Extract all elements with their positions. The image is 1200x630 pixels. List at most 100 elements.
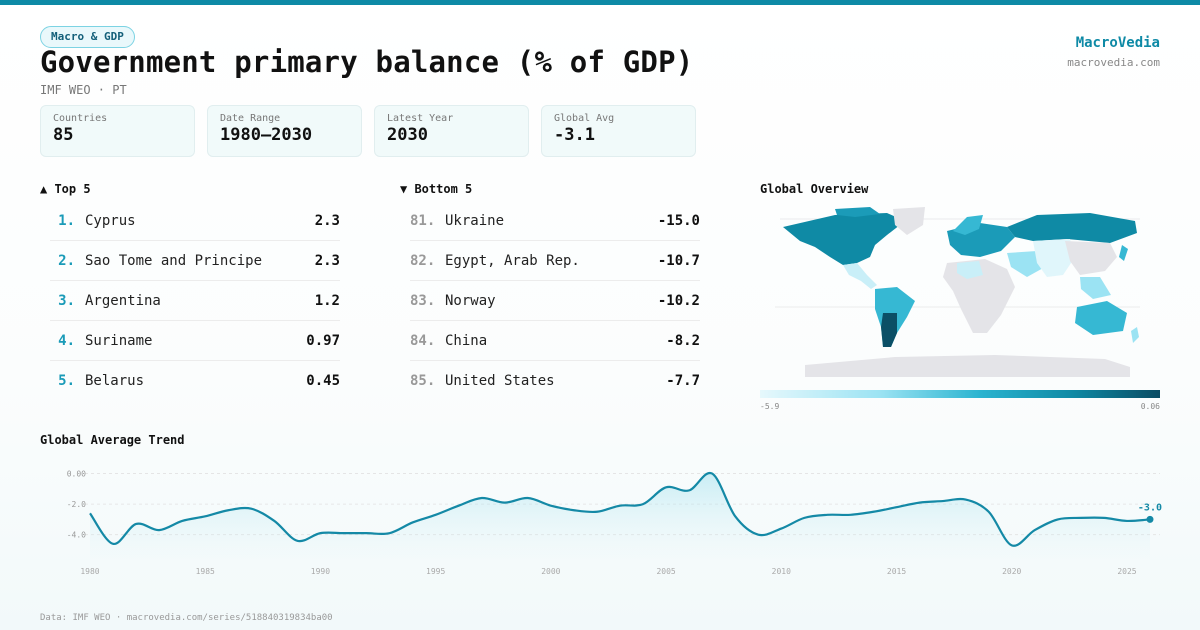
x-tick-label: 2025: [1117, 567, 1136, 576]
list-item[interactable]: 4. Suriname 0.97: [50, 321, 340, 361]
trend-title: Global Average Trend: [40, 433, 185, 447]
list-item[interactable]: 81. Ukraine -15.0: [410, 201, 700, 241]
region-argentina[interactable]: [881, 313, 897, 347]
rank-number: 84.: [410, 332, 436, 349]
country-name: Ukraine: [445, 212, 505, 229]
rank-number: 5.: [58, 373, 75, 389]
country-value: -8.2: [666, 332, 700, 349]
region-greenland[interactable]: [893, 207, 925, 235]
stat-card-countries: Countries 85: [40, 105, 195, 157]
rank-number: 2.: [58, 252, 75, 269]
stat-value: 85: [53, 125, 74, 145]
world-map-svg: [775, 207, 1140, 377]
list-item[interactable]: 1. Cyprus 2.3: [50, 201, 340, 241]
list-item[interactable]: 85. United States -7.7: [410, 361, 700, 401]
region-southeast-asia[interactable]: [1080, 277, 1111, 299]
country-value: 1.2: [314, 292, 340, 309]
stat-label: Countries: [53, 113, 108, 124]
region-scandinavia[interactable]: [953, 215, 983, 235]
country-name: Cyprus: [85, 212, 136, 229]
country-name: Belarus: [85, 373, 145, 389]
y-tick-label: -4.0: [67, 531, 86, 540]
region-arctic-islands[interactable]: [835, 207, 880, 217]
last-point-marker: [1146, 515, 1154, 523]
x-tick-label: 2005: [656, 567, 675, 576]
y-tick-label: 0.00: [67, 470, 86, 479]
country-value: 2.3: [314, 252, 340, 269]
country-value: -10.7: [657, 252, 700, 269]
region-south-asia[interactable]: [1033, 239, 1075, 277]
region-north-africa[interactable]: [957, 261, 983, 279]
country-name: Argentina: [85, 292, 161, 309]
list-item[interactable]: 83. Norway -10.2: [410, 281, 700, 321]
stat-label: Date Range: [220, 113, 281, 124]
legend-min-label: -5.9: [760, 402, 780, 411]
region-australia[interactable]: [1075, 301, 1127, 335]
page-title: Government primary balance (% of GDP): [40, 45, 694, 79]
stat-card-date-range: Date Range 1980–2030: [207, 105, 362, 157]
region-east-asia[interactable]: [1065, 241, 1117, 275]
top-accent-bar: [0, 0, 1200, 5]
region-north-america[interactable]: [783, 213, 905, 265]
stat-value: 1980–2030: [220, 125, 313, 145]
stat-label: Latest Year: [387, 113, 454, 124]
stat-card-latest-year: Latest Year 2030: [374, 105, 529, 157]
x-tick-label: 2000: [541, 567, 560, 576]
stat-value: -3.1: [554, 125, 595, 145]
trend-chart[interactable]: 0.00 -2.0 -4.0 1980 1985 1990 1995 2000 2005 2010…: [40, 455, 1170, 580]
x-tick-label: 1990: [311, 567, 330, 576]
last-value-label: -3.0: [1138, 502, 1162, 513]
list-item[interactable]: 5. Belarus 0.45: [50, 361, 340, 401]
region-japan[interactable]: [1119, 245, 1128, 261]
brand-url[interactable]: macrovedia.com: [1067, 56, 1160, 69]
x-tick-label: 2015: [887, 567, 906, 576]
y-tick-label: -2.0: [67, 500, 86, 509]
x-tick-label: 1985: [196, 567, 215, 576]
map-legend-gradient: [760, 390, 1160, 398]
world-map[interactable]: [775, 205, 1145, 380]
page-subtitle: IMF WEO · PT: [40, 83, 127, 97]
country-value: 0.97: [306, 332, 340, 349]
list-item[interactable]: 3. Argentina 1.2: [50, 281, 340, 321]
region-new-zealand[interactable]: [1131, 327, 1139, 343]
region-russia[interactable]: [1007, 213, 1137, 243]
rank-number: 81.: [410, 212, 436, 229]
country-name: Suriname: [85, 332, 153, 349]
region-africa[interactable]: [943, 259, 1015, 333]
trend-chart-svg: 0.00 -2.0 -4.0 1980 1985 1990 1995 2000 2005 2010…: [67, 470, 1162, 576]
list-item[interactable]: 84. China -8.2: [410, 321, 700, 361]
legend-max-label: 0.06: [1140, 402, 1160, 411]
x-tick-label: 1980: [80, 567, 99, 576]
stat-label: Global Avg: [554, 113, 615, 124]
country-name: China: [445, 332, 488, 349]
region-antarctica[interactable]: [805, 355, 1130, 377]
country-value: -7.7: [666, 373, 700, 389]
list-item[interactable]: 82. Egypt, Arab Rep. -10.7: [410, 241, 700, 281]
bottom5-list: 81. Ukraine -15.0 82. Egypt, Arab Rep. -…: [410, 201, 700, 401]
stat-card-global-avg: Global Avg -3.1: [541, 105, 696, 157]
country-value: 2.3: [314, 212, 340, 229]
country-value: -15.0: [657, 212, 700, 229]
rank-number: 82.: [410, 252, 436, 269]
region-central-america[interactable]: [843, 263, 877, 289]
footer-source: Data: IMF WEO · macrovedia.com/series/51…: [40, 613, 333, 623]
country-name: Egypt, Arab Rep.: [445, 252, 580, 269]
brand-name[interactable]: MacroVedia: [1075, 35, 1160, 51]
list-item[interactable]: 2. Sao Tome and Principe 2.3: [50, 241, 340, 281]
country-name: Norway: [445, 292, 496, 309]
top5-heading: ▲ Top 5: [40, 182, 91, 196]
rank-number: 85.: [410, 373, 436, 389]
rank-number: 1.: [58, 212, 75, 229]
stat-value: 2030: [387, 125, 428, 145]
rank-number: 3.: [58, 292, 75, 309]
country-value: -10.2: [657, 292, 700, 309]
map-title: Global Overview: [760, 182, 869, 196]
region-middle-east[interactable]: [1007, 251, 1045, 277]
country-value: 0.45: [306, 373, 340, 389]
trend-area: [90, 472, 1150, 559]
x-tick-label: 1995: [426, 567, 445, 576]
rank-number: 83.: [410, 292, 436, 309]
bottom5-heading: ▼ Bottom 5: [400, 182, 473, 196]
x-tick-label: 2020: [1002, 567, 1021, 576]
category-tag[interactable]: Macro & GDP: [40, 26, 135, 48]
